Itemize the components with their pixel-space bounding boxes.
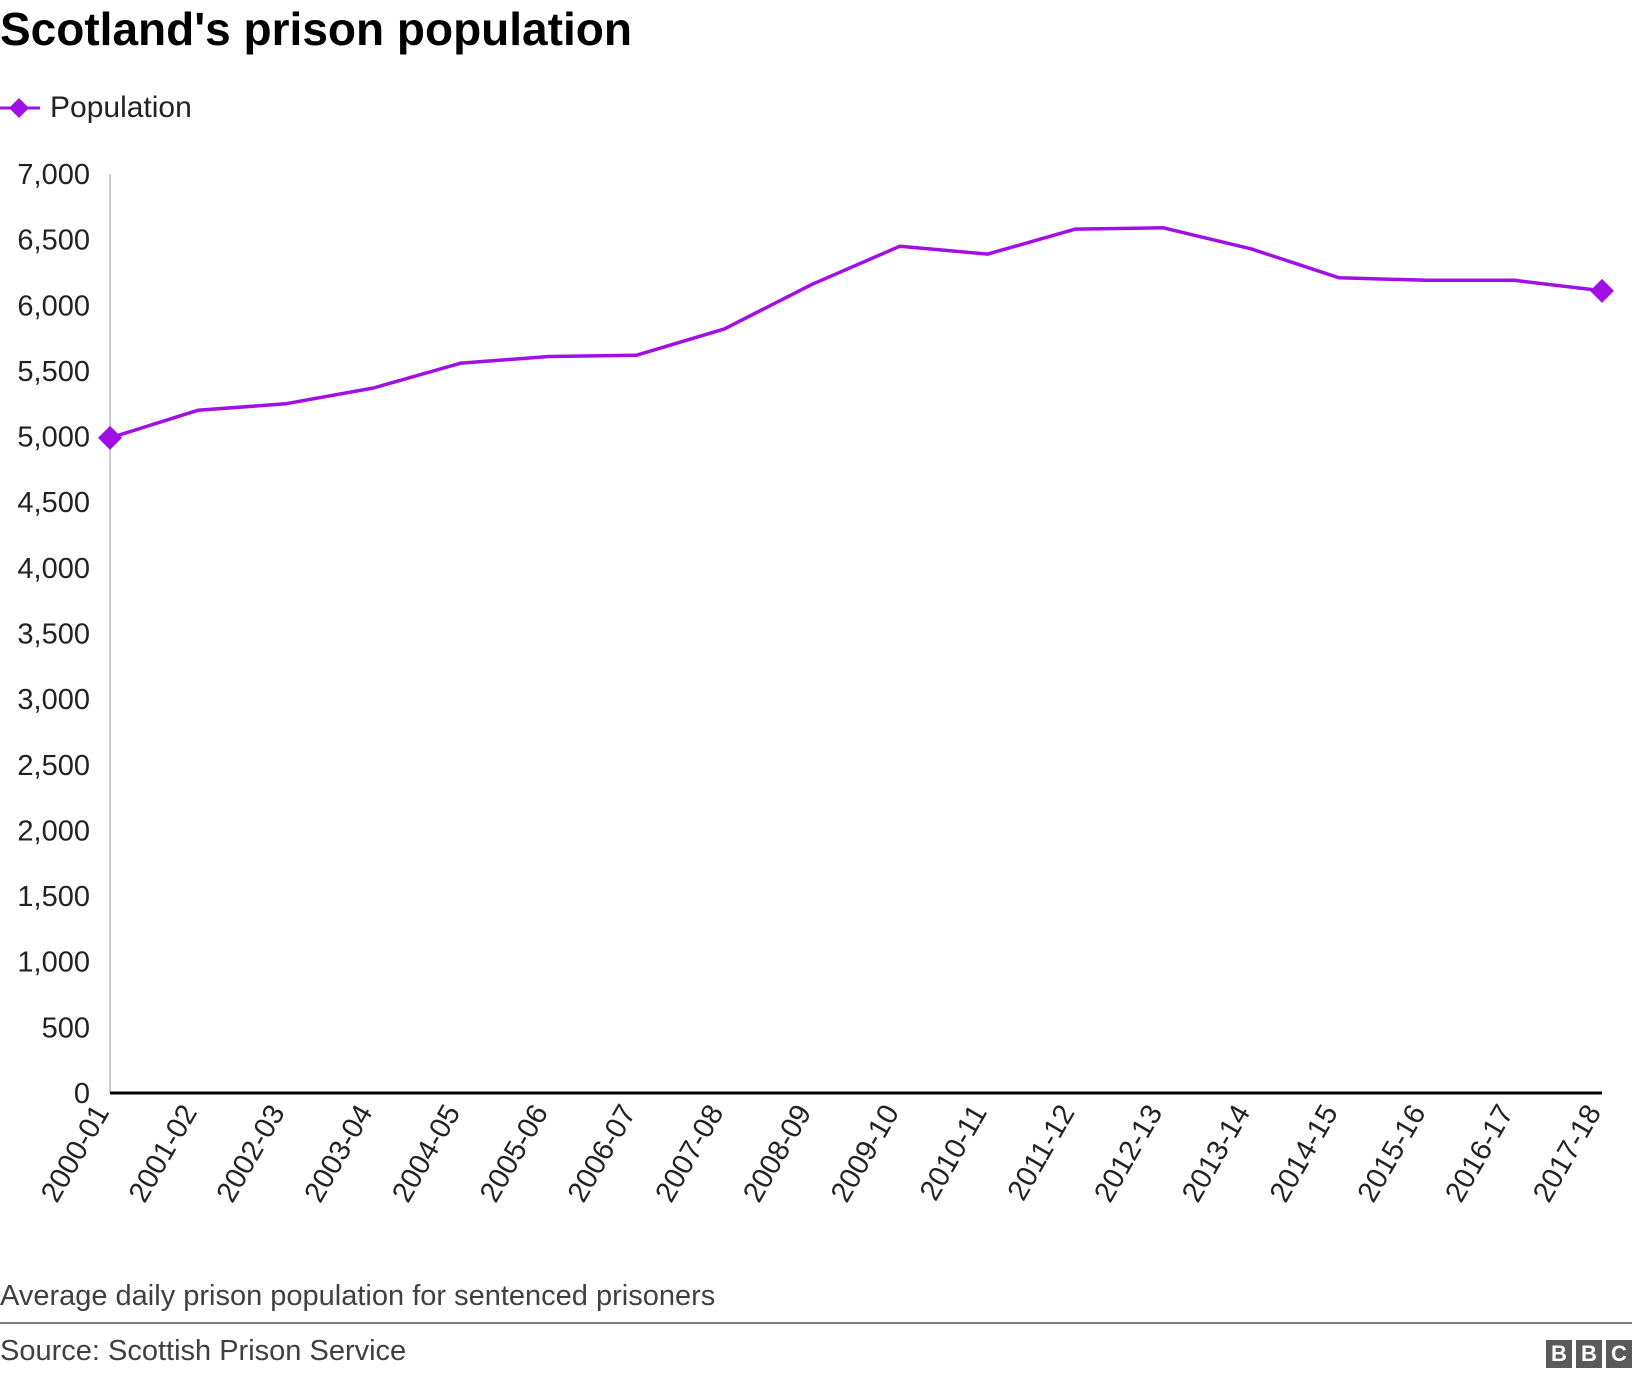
chart-footnote: Average daily prison population for sent… — [0, 1280, 716, 1312]
y-tick-label: 2,500 — [17, 750, 90, 782]
logo-letter: C — [1606, 1340, 1632, 1368]
x-tick-label: 2015-16 — [1352, 1100, 1433, 1208]
x-tick-label: 2001-02 — [123, 1100, 204, 1208]
y-tick-label: 2,000 — [17, 815, 90, 847]
y-tick-label: 0 — [74, 1078, 90, 1110]
y-tick-label: 5,000 — [17, 422, 90, 454]
y-tick-label: 3,000 — [17, 684, 90, 716]
y-tick-label: 1,500 — [17, 881, 90, 913]
y-tick-label: 3,500 — [17, 619, 90, 651]
series-line — [108, 226, 1604, 440]
x-tick-label: 2004-05 — [386, 1100, 467, 1208]
x-tick-label: 2014-15 — [1264, 1100, 1345, 1208]
logo-letter: B — [1576, 1340, 1602, 1368]
data-point-marker — [1590, 278, 1614, 303]
legend-label: Population — [50, 91, 192, 124]
x-tick-label: 2011-12 — [1002, 1100, 1082, 1206]
source-note: Source: Scottish Prison Service — [0, 1335, 407, 1367]
x-tick-label: 2002-03 — [211, 1100, 292, 1208]
logo-letter: B — [1546, 1340, 1572, 1368]
x-tick-label: 2000-01 — [35, 1100, 116, 1208]
y-tick-label: 4,000 — [17, 553, 90, 585]
data-point-marker — [98, 425, 122, 450]
y-tick-label: 7,000 — [17, 159, 90, 191]
chart-title: Scotland's prison population — [0, 3, 632, 55]
x-tick-label: 2005-06 — [474, 1100, 555, 1208]
line-chart: 0 500 1,000 1,500 2,000 2,500 3,000 3,500 4,000 4… — [17, 159, 1614, 1208]
y-tick-label: 6,500 — [17, 225, 90, 257]
x-tick-label: 2017-18 — [1527, 1100, 1608, 1208]
x-tick-label: 2009-10 — [825, 1100, 906, 1208]
legend: Population — [0, 88, 192, 128]
x-tick-label: 2003-04 — [298, 1100, 379, 1208]
legend-marker-icon — [0, 93, 40, 123]
y-tick-label: 4,500 — [17, 487, 90, 519]
x-tick-label: 2007-08 — [649, 1100, 730, 1208]
x-tick-label: 2006-07 — [562, 1100, 643, 1208]
x-tick-label: 2012-13 — [1088, 1100, 1169, 1208]
bbc-logo: B B C — [1546, 1340, 1632, 1368]
x-tick-label: 2008-09 — [737, 1100, 818, 1208]
y-tick-label: 5,500 — [17, 356, 90, 388]
y-tick-label: 6,000 — [17, 290, 90, 322]
x-tick-label: 2013-14 — [1176, 1100, 1257, 1208]
y-tick-label: 500 — [42, 1012, 90, 1044]
y-tick-label: 1,000 — [17, 947, 90, 979]
x-tick-label: 2010-11 — [914, 1100, 994, 1206]
x-tick-label: 2016-17 — [1439, 1100, 1520, 1208]
footer-divider — [0, 1322, 1632, 1324]
